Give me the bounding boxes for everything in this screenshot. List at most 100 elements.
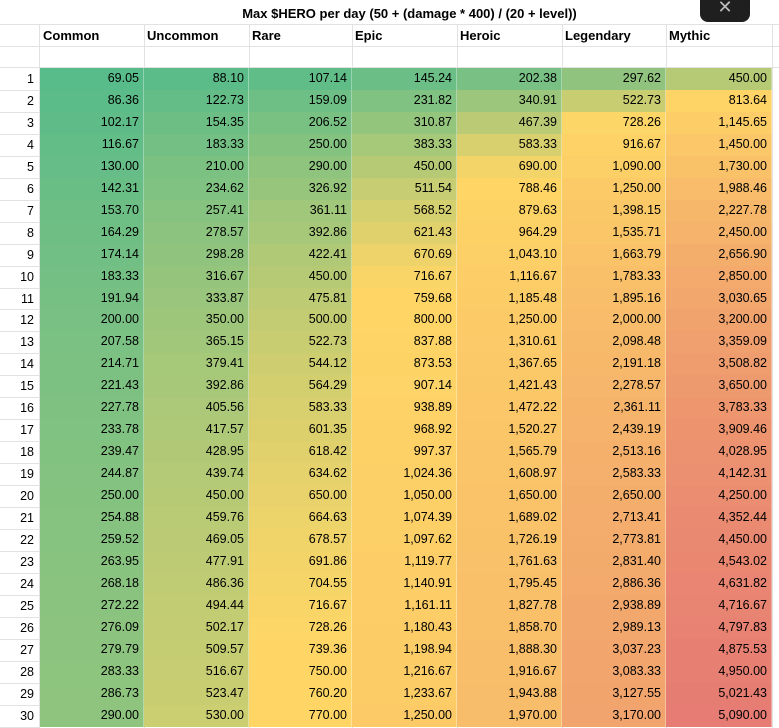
column-header-uncommon[interactable]: Uncommon (147, 28, 219, 43)
table-cell[interactable]: 164.29 (40, 221, 144, 245)
table-cell[interactable]: 333.87 (144, 287, 249, 310)
table-cell[interactable]: 316.67 (144, 265, 249, 288)
table-cell[interactable]: 239.47 (40, 441, 144, 464)
table-cell[interactable]: 379.41 (144, 353, 249, 376)
table-cell[interactable]: 879.63 (457, 199, 562, 223)
table-cell[interactable]: 297.62 (562, 68, 666, 91)
table-cell[interactable]: 691.86 (249, 550, 352, 574)
table-cell[interactable]: 202.38 (457, 68, 562, 91)
table-cell[interactable]: 250.00 (40, 485, 144, 508)
column-header-legendary[interactable]: Legendary (565, 28, 631, 43)
table-cell[interactable]: 1,116.67 (457, 265, 562, 288)
table-cell[interactable]: 221.43 (40, 375, 144, 398)
row-number[interactable]: 3 (27, 115, 34, 130)
table-cell[interactable]: 664.63 (249, 507, 352, 530)
table-cell[interactable]: 2,938.89 (562, 594, 666, 618)
table-cell[interactable]: 502.17 (144, 616, 249, 640)
table-cell[interactable]: 1,761.63 (457, 550, 562, 574)
table-cell[interactable]: 467.39 (457, 111, 562, 135)
table-cell[interactable]: 1,180.43 (352, 616, 457, 640)
table-cell[interactable]: 207.58 (40, 331, 144, 354)
table-cell[interactable]: 154.35 (144, 111, 249, 135)
row-number[interactable]: 8 (27, 225, 34, 240)
table-cell[interactable]: 244.87 (40, 463, 144, 486)
table-cell[interactable]: 234.62 (144, 177, 249, 201)
row-number[interactable]: 5 (27, 159, 34, 174)
table-cell[interactable]: 618.42 (249, 441, 352, 464)
table-cell[interactable]: 4,797.83 (666, 616, 772, 640)
row-number[interactable]: 7 (27, 203, 34, 218)
table-cell[interactable]: 2,439.19 (562, 419, 666, 442)
table-cell[interactable]: 2,773.81 (562, 528, 666, 552)
table-cell[interactable]: 4,631.82 (666, 572, 772, 596)
table-cell[interactable]: 3,037.23 (562, 638, 666, 662)
table-cell[interactable]: 450.00 (666, 68, 772, 91)
table-cell[interactable]: 1,827.78 (457, 594, 562, 618)
row-number[interactable]: 11 (21, 291, 34, 306)
table-cell[interactable]: 183.33 (144, 133, 249, 157)
table-cell[interactable]: 1,988.46 (666, 177, 772, 201)
table-cell[interactable]: 813.64 (666, 89, 772, 113)
table-cell[interactable]: 145.24 (352, 68, 457, 91)
table-cell[interactable]: 4,028.95 (666, 441, 772, 464)
table-cell[interactable]: 788.46 (457, 177, 562, 201)
table-cell[interactable]: 1,535.71 (562, 221, 666, 245)
table-cell[interactable]: 326.92 (249, 177, 352, 201)
row-number[interactable]: 17 (20, 423, 34, 438)
table-cell[interactable]: 1,074.39 (352, 507, 457, 530)
table-cell[interactable]: 268.18 (40, 572, 144, 596)
table-cell[interactable]: 690.00 (457, 155, 562, 179)
table-cell[interactable]: 1,663.79 (562, 243, 666, 267)
table-cell[interactable]: 107.14 (249, 68, 352, 91)
table-cell[interactable]: 1,216.67 (352, 660, 457, 684)
table-cell[interactable]: 1,565.79 (457, 441, 562, 464)
table-cell[interactable]: 938.89 (352, 397, 457, 420)
table-cell[interactable]: 214.71 (40, 353, 144, 376)
table-cell[interactable]: 486.36 (144, 572, 249, 596)
table-cell[interactable]: 1,145.65 (666, 111, 772, 135)
table-cell[interactable]: 800.00 (352, 309, 457, 332)
table-cell[interactable]: 1,726.19 (457, 528, 562, 552)
table-cell[interactable]: 4,875.53 (666, 638, 772, 662)
table-cell[interactable]: 1,140.91 (352, 572, 457, 596)
table-cell[interactable]: 450.00 (144, 485, 249, 508)
table-cell[interactable]: 1,024.36 (352, 463, 457, 486)
table-cell[interactable]: 564.29 (249, 375, 352, 398)
table-cell[interactable]: 4,352.44 (666, 507, 772, 530)
row-number[interactable]: 25 (20, 598, 34, 613)
table-cell[interactable]: 500.00 (249, 309, 352, 332)
table-cell[interactable]: 3,508.82 (666, 353, 772, 376)
table-cell[interactable]: 2,656.90 (666, 243, 772, 267)
row-number[interactable]: 24 (20, 576, 34, 591)
table-cell[interactable]: 1,119.77 (352, 550, 457, 574)
table-cell[interactable]: 428.95 (144, 441, 249, 464)
table-cell[interactable]: 102.17 (40, 111, 144, 135)
table-cell[interactable]: 88.10 (144, 68, 249, 91)
row-number[interactable]: 23 (20, 554, 34, 569)
table-cell[interactable]: 231.82 (352, 89, 457, 113)
row-number[interactable]: 15 (20, 379, 34, 394)
table-cell[interactable]: 4,543.02 (666, 550, 772, 574)
table-cell[interactable]: 2,583.33 (562, 463, 666, 486)
table-cell[interactable]: 392.86 (144, 375, 249, 398)
table-cell[interactable]: 728.26 (562, 111, 666, 135)
table-cell[interactable]: 174.14 (40, 243, 144, 267)
table-cell[interactable]: 716.67 (249, 594, 352, 618)
table-cell[interactable]: 439.74 (144, 463, 249, 486)
table-cell[interactable]: 1,421.43 (457, 375, 562, 398)
table-cell[interactable]: 3,650.00 (666, 375, 772, 398)
table-cell[interactable]: 1,161.11 (352, 594, 457, 618)
row-number[interactable]: 13 (20, 335, 34, 350)
table-cell[interactable]: 759.68 (352, 287, 457, 310)
row-number[interactable]: 4 (27, 137, 34, 152)
row-number[interactable]: 21 (20, 511, 34, 525)
table-cell[interactable]: 69.05 (40, 68, 144, 91)
table-cell[interactable]: 568.52 (352, 199, 457, 223)
table-cell[interactable]: 417.57 (144, 419, 249, 442)
table-cell[interactable]: 4,450.00 (666, 528, 772, 552)
table-cell[interactable]: 191.94 (40, 287, 144, 310)
table-cell[interactable]: 422.41 (249, 243, 352, 267)
table-cell[interactable]: 3,083.33 (562, 660, 666, 684)
table-cell[interactable]: 2,831.40 (562, 550, 666, 574)
table-cell[interactable]: 3,170.00 (562, 704, 666, 727)
